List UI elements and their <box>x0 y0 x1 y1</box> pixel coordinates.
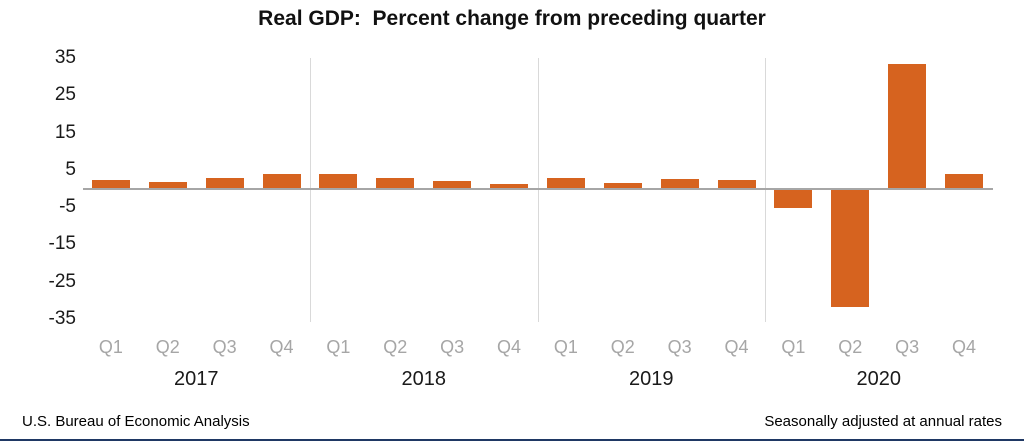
y-axis-tick-label: 15 <box>54 121 76 143</box>
gdp-bar <box>91 179 130 189</box>
gdp-bar <box>660 178 699 189</box>
y-axis-tick-label: -5 <box>59 196 76 218</box>
y-axis-tick-label: -15 <box>48 233 76 255</box>
y-axis-tick-label: -25 <box>48 270 76 292</box>
quarter-label: Q3 <box>212 337 237 357</box>
gdp-bar <box>888 63 927 189</box>
zero-axis-line <box>82 187 993 190</box>
quarter-label: Q1 <box>326 337 351 357</box>
quarter-label: Q2 <box>838 337 863 357</box>
year-label: 2018 <box>401 368 447 390</box>
gdp-bar <box>433 180 472 189</box>
quarter-label: Q4 <box>952 337 977 357</box>
quarter-label: Q3 <box>895 337 920 357</box>
gdp-bar <box>603 182 642 189</box>
quarter-label: Q3 <box>667 337 692 357</box>
gdp-bar <box>376 178 415 189</box>
gdp-bar <box>319 174 358 189</box>
gdp-bar <box>774 189 813 209</box>
year-label: 2019 <box>629 368 674 390</box>
gdp-bar <box>262 173 301 189</box>
year-separator-gridline <box>537 58 539 322</box>
quarter-label: Q1 <box>781 337 806 357</box>
year-label: 2017 <box>174 368 219 390</box>
year-label: 2020 <box>856 368 902 390</box>
quarter-label: Q4 <box>724 337 749 357</box>
quarter-label: Q1 <box>553 337 578 357</box>
quarter-label: Q3 <box>440 337 465 357</box>
adjustment-note: Seasonally adjusted at annual rates <box>764 413 1002 430</box>
gdp-bar <box>546 177 585 189</box>
quarter-label: Q4 <box>269 337 294 357</box>
gdp-bar <box>205 177 244 189</box>
y-axis-tick-label: 35 <box>54 46 76 68</box>
bottom-rule <box>0 439 1024 441</box>
source-attribution: U.S. Bureau of Economic Analysis <box>22 413 250 430</box>
quarter-label: Q4 <box>497 337 522 357</box>
gdp-bar <box>148 182 187 189</box>
year-separator-gridline <box>310 58 311 322</box>
y-axis-tick-label: 5 <box>65 158 76 180</box>
quarter-label: Q2 <box>383 337 408 357</box>
quarter-label: Q2 <box>610 337 635 357</box>
gdp-bar <box>490 183 529 189</box>
y-axis-tick-label: -35 <box>48 308 76 330</box>
chart-title: Real GDP: Percent change from preceding … <box>258 7 766 30</box>
gdp-bar <box>945 173 984 189</box>
gdp-bar <box>831 189 870 307</box>
y-axis-tick-label: 25 <box>54 84 76 106</box>
quarter-label: Q1 <box>98 337 123 357</box>
quarter-label: Q2 <box>155 337 180 357</box>
gdp-bar <box>717 179 756 189</box>
year-separator-gridline <box>765 58 766 322</box>
